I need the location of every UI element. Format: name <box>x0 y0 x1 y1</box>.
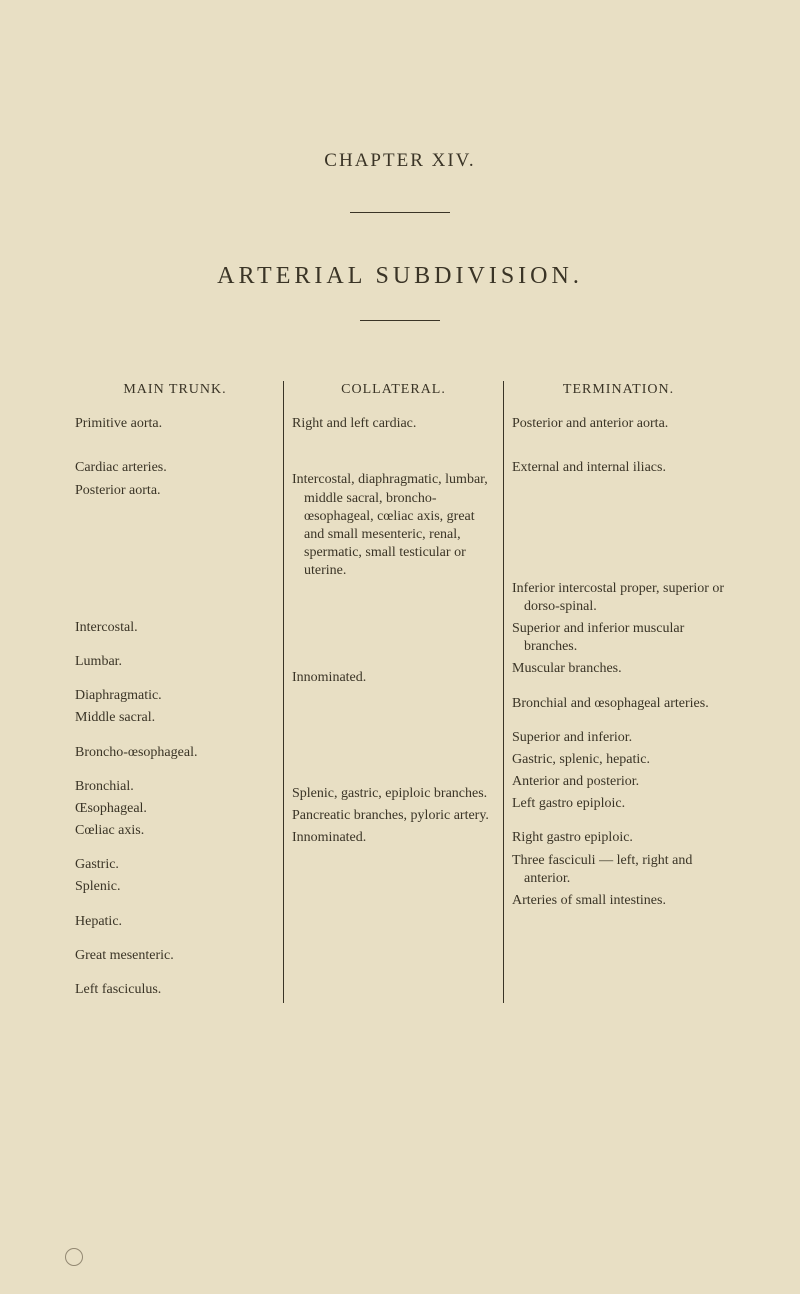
col3-row: External and internal iliacs. <box>512 459 725 477</box>
arterial-table: MAIN TRUNK. Primitive aorta. Cardiac art… <box>75 381 725 1003</box>
col3-row: Gastric, splenic, hepatic. <box>512 751 725 769</box>
col1-row: Posterior aorta. <box>75 482 275 500</box>
col1-row: Lumbar. <box>75 653 275 671</box>
col1-row: Bronchial. <box>75 778 275 796</box>
title-divider <box>360 320 440 321</box>
col3-row: Right gastro epiploic. <box>512 829 725 847</box>
page-stain-artifact <box>65 1248 83 1266</box>
col2-header: COLLATERAL. <box>292 381 495 399</box>
col2-row: Innominated. <box>292 669 495 687</box>
col3-header: TERMINATION. <box>512 381 725 399</box>
col3-row: Inferior intercostal proper, superior or… <box>512 580 725 616</box>
col2-row: Innominated. <box>292 829 495 847</box>
col1-row: Broncho-œsophageal. <box>75 744 275 762</box>
col3-row: Superior and inferior. <box>512 729 725 747</box>
column-main-trunk: MAIN TRUNK. Primitive aorta. Cardiac art… <box>75 381 283 1003</box>
col3-row: Superior and inferior muscular branches. <box>512 620 725 656</box>
col1-row: Middle sacral. <box>75 709 275 727</box>
col3-row: Left gastro epiploic. <box>512 795 725 813</box>
col1-row: Great mesenteric. <box>75 947 275 965</box>
col2-row: Right and left cardiac. <box>292 415 495 433</box>
col1-row: Cœliac axis. <box>75 822 275 840</box>
col1-row: Intercostal. <box>75 619 275 637</box>
chapter-title: CHAPTER XIV. <box>75 150 725 172</box>
col1-row: Primitive aorta. <box>75 415 275 433</box>
col3-row: Muscular branches. <box>512 660 725 678</box>
col1-row: Gastric. <box>75 856 275 874</box>
col2-row: Pancreatic branches, pyloric artery. <box>292 807 495 825</box>
column-collateral: COLLATERAL. Right and left cardiac. Inte… <box>283 381 504 1003</box>
main-title: ARTERIAL SUBDIVISION. <box>75 263 725 290</box>
col1-row: Splenic. <box>75 878 275 896</box>
column-termination: TERMINATION. Posterior and anterior aort… <box>504 381 725 1003</box>
col3-row: Anterior and posterior. <box>512 773 725 791</box>
col3-row: Arteries of small intestines. <box>512 892 725 910</box>
col3-row: Three fasciculi — left, right and anteri… <box>512 852 725 888</box>
col1-header: MAIN TRUNK. <box>75 381 275 399</box>
col3-row: Bronchial and œsophageal arteries. <box>512 695 725 713</box>
col1-row: Hepatic. <box>75 913 275 931</box>
col2-row: Splenic, gastric, epiploic branches. <box>292 785 495 803</box>
col1-row: Cardiac arteries. <box>75 459 275 477</box>
col1-row: Œsophageal. <box>75 800 275 818</box>
col1-row: Diaphragmatic. <box>75 687 275 705</box>
chapter-divider <box>350 212 450 213</box>
col3-row: Posterior and anterior aorta. <box>512 415 725 433</box>
col2-row: Intercostal, diaphragmatic, lumbar, midd… <box>292 471 495 580</box>
col1-row: Left fasciculus. <box>75 981 275 999</box>
